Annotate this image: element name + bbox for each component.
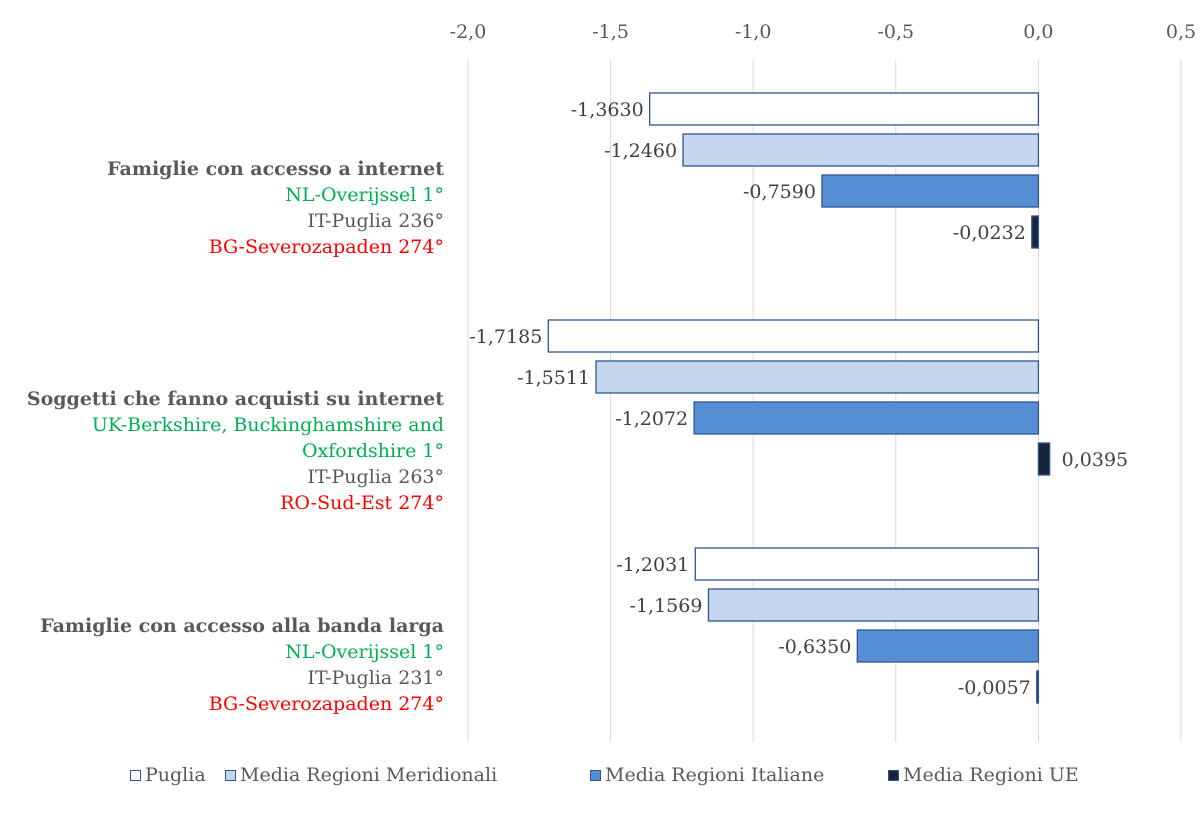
legend-item-media-italiane: Media Regioni Italiane [590,764,824,786]
data-label: -1,2460 [604,140,677,162]
bar-media-regioni-meridionali [595,360,1040,394]
puglia-rank-label: IT-Puglia 231° [307,667,444,689]
x-tick-label: -2,0 [450,21,487,43]
worst-region-label: BG-Severozapaden 274° [208,236,444,258]
best-region-label: NL-Overijssel 1° [285,641,444,663]
data-label: -0,6350 [778,636,851,658]
legend-swatch [888,769,899,781]
data-label: -0,7590 [743,181,816,203]
legend-label: Media Regioni Italiane [605,764,825,786]
legend-label: Puglia [145,764,206,786]
best-region-label: NL-Overijssel 1° [285,184,444,206]
bar-media-regioni-italiane [856,629,1040,663]
data-label: -1,7185 [469,326,542,348]
chart-legend: Puglia Media Regioni Meridionali Media R… [0,764,1204,794]
data-label: 0,0395 [1062,449,1128,471]
puglia-rank-label: IT-Puglia 236° [307,210,444,232]
data-label: -0,0232 [953,222,1026,244]
bar-media-regioni-ue [1037,442,1051,476]
worst-region-label: BG-Severozapaden 274° [208,693,444,715]
category-title: Soggetti che fanno acquisti su internet [26,388,444,410]
category-label-broadband-access: Famiglie con accesso alla banda larga NL… [40,613,444,717]
legend-swatch [225,769,236,781]
data-label: -1,3630 [571,99,644,121]
bar-puglia [547,319,1040,353]
legend-swatch [590,769,601,781]
legend-label: Media Regioni UE [903,764,1079,786]
x-tick-label: -1,5 [592,21,629,43]
category-title: Famiglie con accesso a internet [107,158,444,180]
puglia-rank-label: IT-Puglia 263° [307,466,444,488]
best-region-label-line2: Oxfordshire 1° [301,440,444,462]
x-tick-label: 0,0 [1023,21,1053,43]
worst-region-label: RO-Sud-Est 274° [280,492,444,514]
bar-media-regioni-ue [1036,670,1040,704]
best-region-label-line1: UK-Berkshire, Buckinghamshire and [91,414,444,436]
legend-label: Media Regioni Meridionali [240,764,498,786]
bar-media-regioni-meridionali [707,588,1040,622]
x-tick-label: -1,0 [735,21,772,43]
bar-media-regioni-italiane [693,401,1040,435]
bar-media-regioni-meridionali [682,133,1040,167]
legend-item-puglia: Puglia [130,764,206,786]
data-label: -1,2031 [616,554,689,576]
legend-item-media-meridionali: Media Regioni Meridionali [225,764,497,786]
x-tick-label: 0,5 [1166,21,1196,43]
data-label: -1,2072 [615,408,688,430]
category-title: Famiglie con accesso alla banda larga [40,615,444,637]
bar-media-regioni-italiane [821,174,1040,208]
bar-media-regioni-ue [1031,215,1040,249]
x-tick-label: -0,5 [877,21,914,43]
category-label-internet-access: Famiglie con accesso a internet NL-Overi… [107,156,444,260]
bar-puglia [649,92,1040,126]
legend-swatch [130,769,141,781]
legend-item-media-ue: Media Regioni UE [888,764,1079,786]
data-label: -1,5511 [517,367,590,389]
bar-puglia [694,547,1040,581]
category-label-online-purchases: Soggetti che fanno acquisti su internet … [27,386,444,516]
data-label: -1,1569 [630,595,703,617]
data-label: -0,0057 [958,677,1031,699]
